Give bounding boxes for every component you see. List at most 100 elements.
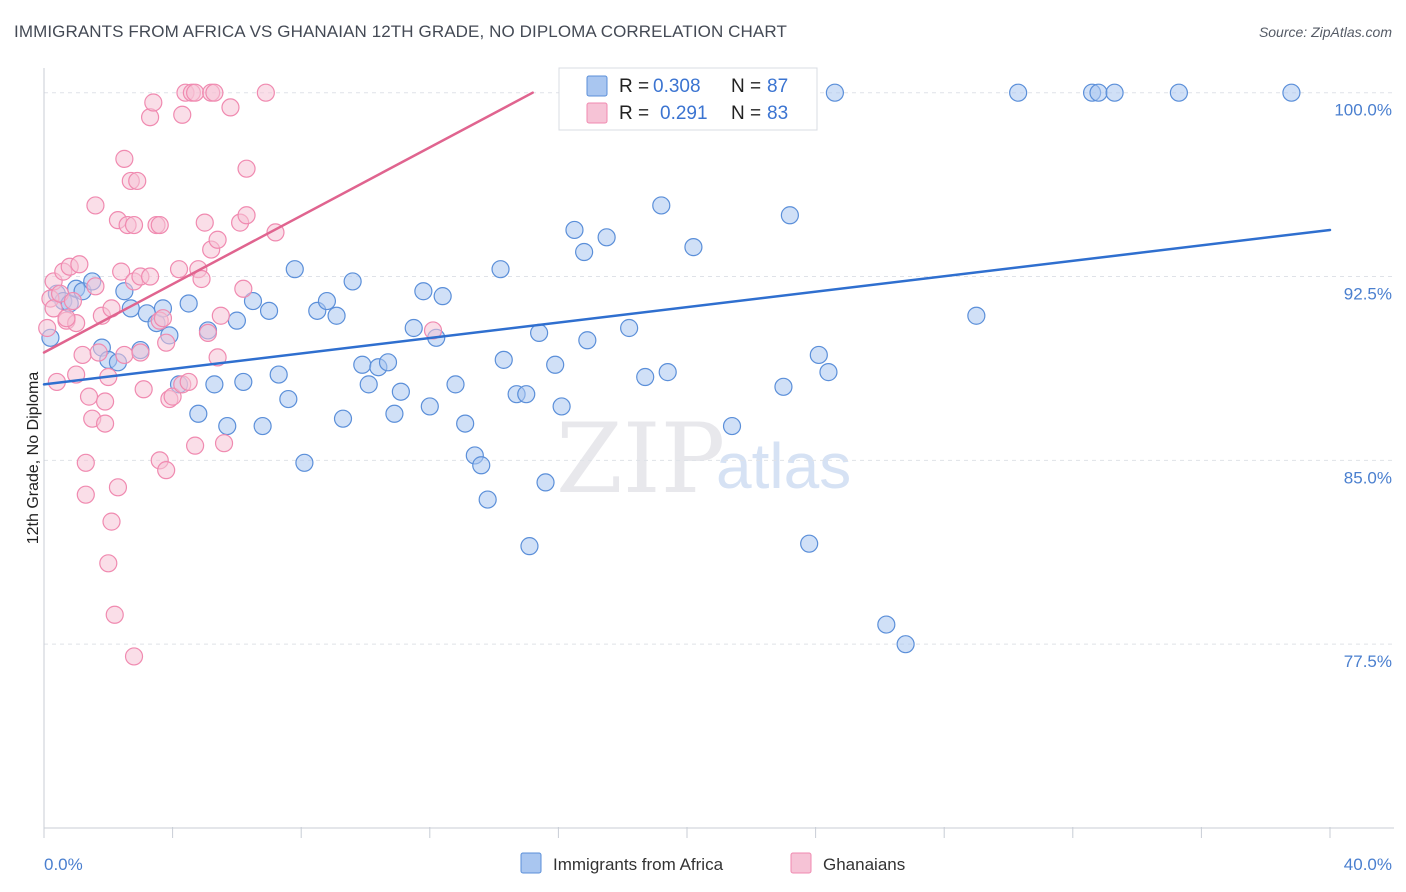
y-tick-label-3: 77.5% (1344, 652, 1392, 671)
point-africa-70 (684, 238, 703, 257)
point-africa-52 (478, 490, 497, 509)
point-africa-64 (578, 331, 597, 350)
point-africa-33 (317, 291, 337, 311)
point-africa-51 (472, 456, 491, 475)
point-africa-72 (774, 377, 793, 396)
point-africa-67 (636, 367, 655, 387)
trend-line-ghanaian (42, 91, 534, 354)
watermark-atlas: atlas (716, 430, 851, 502)
series-legend-label-blue: Immigrants from Africa (553, 855, 724, 874)
point-ghanaian-71 (214, 434, 234, 453)
point-ghanaian-49 (157, 333, 176, 352)
point-africa-31 (295, 453, 314, 472)
point-ghanaian-15 (76, 485, 95, 504)
point-africa-43 (404, 318, 423, 338)
point-africa-18 (179, 294, 198, 313)
point-africa-61 (552, 397, 571, 416)
legend-n-value-pink: 83 (767, 103, 788, 124)
point-africa-65 (597, 228, 616, 247)
legend-r-value-blue: 0.308 (653, 76, 701, 97)
point-ghanaian-37 (128, 171, 147, 191)
point-africa-63 (575, 242, 594, 262)
point-africa-83 (1089, 83, 1108, 102)
point-ghanaian-72 (221, 98, 240, 117)
point-ghanaian-9 (63, 291, 83, 311)
watermark-zip: ZIP (556, 403, 725, 515)
point-ghanaian-60 (186, 436, 205, 455)
correlation-legend: R = 0.308 N = 87 R = 0.291 N = 83 (558, 67, 818, 131)
point-africa-80 (967, 306, 986, 325)
point-africa-37 (353, 355, 372, 374)
x-tick-marks (43, 827, 1331, 838)
point-ghanaian-26 (105, 605, 124, 624)
point-africa-26 (253, 416, 272, 436)
x-tick-label-max: 40.0% (1344, 855, 1392, 874)
point-africa-69 (658, 363, 677, 382)
point-africa-54 (494, 350, 513, 369)
point-ghanaian-47 (150, 215, 169, 235)
point-africa-79 (896, 635, 915, 654)
point-ghanaian-70 (211, 306, 230, 325)
y-tick-label-1: 92.5% (1344, 285, 1392, 304)
point-ghanaian-30 (115, 149, 134, 168)
point-ghanaian-69 (208, 348, 227, 367)
point-ghanaian-74 (234, 279, 253, 298)
point-ghanaian-59 (186, 83, 205, 102)
point-africa-59 (536, 473, 555, 492)
point-ghanaian-36 (124, 647, 144, 666)
point-ghanaian-54 (173, 105, 192, 124)
point-ghanaian-75 (237, 206, 256, 225)
point-ghanaian-40 (134, 380, 153, 399)
point-ghanaian-19 (86, 196, 105, 215)
series-legend-label-pink: Ghanaians (823, 855, 905, 874)
source-label: Source: ZipAtlas.com (1258, 24, 1392, 40)
point-africa-73 (780, 206, 799, 225)
legend-n-label-blue: N = (731, 76, 761, 97)
point-africa-75 (809, 345, 828, 365)
point-africa-47 (433, 287, 452, 306)
point-africa-35 (333, 409, 353, 428)
point-africa-84 (1105, 83, 1124, 102)
legend-r-value-pink: 0.291 (660, 103, 708, 124)
point-africa-86 (1282, 83, 1301, 102)
point-africa-76 (819, 363, 838, 382)
point-ghanaian-22 (95, 414, 115, 433)
series-immigrants-from-africa (41, 83, 1301, 654)
point-ghanaian-0 (38, 318, 57, 338)
point-africa-38 (359, 375, 378, 394)
point-africa-49 (456, 414, 475, 433)
point-ghanaian-53 (169, 260, 189, 279)
point-ghanaian-28 (108, 478, 128, 497)
point-ghanaian-20 (89, 343, 108, 362)
point-africa-42 (391, 382, 410, 401)
trend-lines (42, 91, 1332, 386)
point-ghanaian-14 (76, 453, 95, 472)
point-ghanaian-42 (140, 108, 160, 127)
point-africa-53 (491, 260, 510, 279)
trend-line-africa (42, 228, 1332, 386)
legend-r-label-pink: R = (619, 103, 649, 124)
point-ghanaian-31 (115, 345, 134, 365)
point-africa-81 (1009, 83, 1028, 102)
point-ghanaian-81 (57, 309, 76, 328)
legend-r-label-blue: R = (619, 76, 649, 97)
point-ghanaian-52 (163, 387, 182, 406)
point-africa-66 (620, 318, 639, 338)
point-ghanaian-50 (157, 461, 176, 480)
point-africa-29 (279, 389, 298, 409)
point-africa-77 (825, 83, 844, 102)
chart-title: IMMIGRANTS FROM AFRICA VS GHANAIAN 12TH … (14, 22, 787, 41)
legend-swatch-pink (586, 102, 608, 124)
series-ghanaians (38, 83, 443, 666)
series-legend-swatch-blue (520, 852, 542, 874)
point-ghanaian-67 (205, 83, 224, 102)
point-africa-21 (205, 375, 224, 394)
point-africa-36 (343, 272, 362, 291)
point-ghanaian-16 (79, 387, 99, 406)
point-ghanaian-38 (131, 343, 150, 362)
point-ghanaian-35 (124, 215, 144, 235)
point-ghanaian-63 (195, 213, 214, 232)
point-africa-56 (517, 385, 536, 404)
point-ghanaian-12 (70, 255, 89, 274)
point-ghanaian-77 (256, 83, 275, 102)
